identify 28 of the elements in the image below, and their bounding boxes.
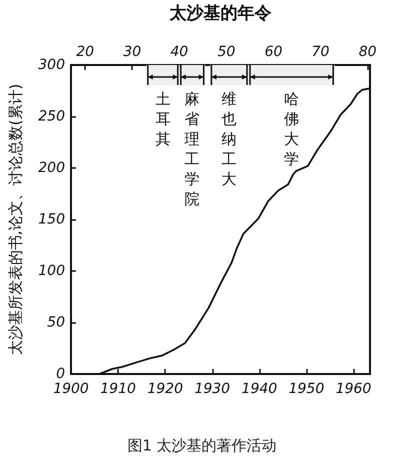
band-label: 麻省理工学院 (184, 89, 200, 209)
x-tick-label: 1920 (147, 381, 184, 397)
x2-tick-label: 70 (312, 44, 330, 60)
y-tick-label: 250 (38, 108, 66, 124)
x-tick-label: 1900 (53, 381, 89, 397)
y-tick-label: 0 (56, 366, 66, 382)
x2-tick-label: 50 (217, 44, 236, 60)
x2-tick-label: 40 (170, 44, 188, 60)
y-axis-title: 太沙基所发表的书,论文、讨论总数(累计) (6, 84, 24, 356)
y-tick-label: 200 (38, 160, 66, 176)
band-label: 土耳其 (155, 89, 170, 149)
y-tick-label: 50 (47, 314, 66, 330)
y-tick-label: 100 (38, 263, 66, 279)
x2-axis-title: 太沙基的年令 (168, 4, 272, 24)
x-tick-label: 1940 (242, 381, 278, 397)
x2-tick-label: 80 (358, 44, 377, 60)
x-tick-label: 1950 (288, 381, 324, 397)
y-tick-label: 300 (38, 57, 66, 73)
x-tick-label: 1930 (194, 381, 230, 397)
x-tick-label: 1960 (336, 381, 372, 397)
text: 图1 太沙基的著作活动 (127, 436, 277, 454)
x-tick-label: 1910 (100, 381, 136, 397)
band-label: 维也纳工大 (222, 89, 237, 189)
y-tick-label: 150 (38, 212, 66, 228)
x2-tick-label: 30 (123, 44, 142, 60)
x2-tick-label: 60 (264, 44, 282, 60)
band-label: 哈佛大学 (284, 89, 300, 169)
x2-tick-label: 20 (76, 44, 94, 60)
